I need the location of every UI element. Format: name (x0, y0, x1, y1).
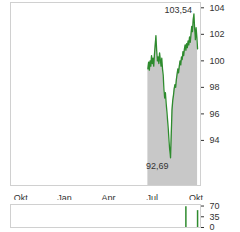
svg-text:98: 98 (210, 82, 220, 92)
svg-text:Okt: Okt (14, 193, 29, 200)
svg-text:102: 102 (210, 29, 225, 39)
svg-text:Okt: Okt (189, 193, 204, 200)
svg-text:Jul: Jul (147, 193, 159, 200)
svg-text:96: 96 (210, 109, 220, 119)
svg-text:100: 100 (210, 56, 225, 66)
svg-text:Apr: Apr (101, 193, 115, 200)
svg-text:Jan: Jan (57, 193, 72, 200)
svg-text:0: 0 (210, 222, 215, 232)
svg-text:94: 94 (210, 135, 220, 145)
svg-text:35: 35 (210, 212, 220, 222)
svg-text:104: 104 (210, 3, 225, 13)
svg-text:92,69: 92,69 (146, 161, 169, 171)
svg-text:103,54: 103,54 (164, 5, 192, 15)
svg-text:70: 70 (210, 201, 220, 211)
